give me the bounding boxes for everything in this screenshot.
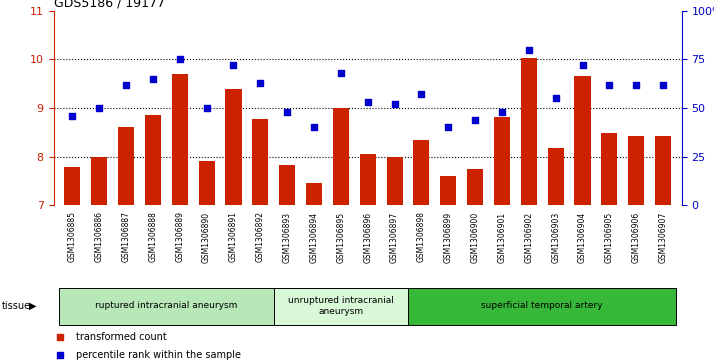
Point [54,352,66,358]
Point [147,76,159,82]
Text: GSM1306899: GSM1306899 [444,212,453,262]
Text: GSM1306904: GSM1306904 [578,212,587,263]
Text: GSM1306902: GSM1306902 [524,212,533,262]
Text: tissue: tissue [1,301,31,311]
Point [416,91,427,97]
Bar [333,108,349,205]
Point [469,117,481,123]
Point [523,47,535,53]
Text: GSM1306905: GSM1306905 [605,212,614,263]
Bar [145,115,161,205]
Bar [575,77,590,205]
Text: transformed count: transformed count [76,332,166,342]
Bar [59,288,273,325]
Point [201,105,212,111]
Bar [655,136,671,205]
Bar [226,89,241,205]
Text: GSM1306888: GSM1306888 [149,212,157,262]
Bar [413,139,429,205]
Bar [548,148,564,205]
Text: percentile rank within the sample: percentile rank within the sample [76,350,241,360]
Text: unruptured intracranial
aneurysm: unruptured intracranial aneurysm [288,296,394,315]
Text: GSM1306900: GSM1306900 [471,212,480,263]
Bar [494,117,510,205]
Text: GSM1306886: GSM1306886 [95,212,104,262]
Bar [601,133,618,205]
Point [281,109,293,115]
Bar [306,183,322,205]
Text: GSM1306890: GSM1306890 [202,212,211,262]
Text: GSM1306893: GSM1306893 [283,212,291,262]
Text: GSM1306885: GSM1306885 [68,212,77,262]
Point [54,334,66,340]
Text: GDS5186 / 19177: GDS5186 / 19177 [54,0,164,10]
Bar [91,156,107,205]
Bar [628,136,644,205]
Point [121,82,132,87]
Point [443,125,454,130]
Bar [360,154,376,205]
Text: superficial temporal artery: superficial temporal artery [481,301,603,310]
Text: GSM1306897: GSM1306897 [390,212,399,262]
Point [603,82,615,87]
Point [496,109,508,115]
Text: ruptured intracranial aneurysm: ruptured intracranial aneurysm [95,301,238,310]
Text: GSM1306903: GSM1306903 [551,212,560,263]
Text: GSM1306906: GSM1306906 [632,212,640,263]
Text: GSM1306889: GSM1306889 [175,212,184,262]
Bar [467,169,483,205]
Point [66,113,78,119]
Text: GSM1306895: GSM1306895 [336,212,346,262]
Text: GSM1306887: GSM1306887 [121,212,131,262]
Text: GSM1306907: GSM1306907 [658,212,668,263]
Point [362,99,373,105]
Bar [171,74,188,205]
Bar [252,119,268,205]
Bar [408,288,676,325]
Point [550,95,561,101]
Bar [279,165,295,205]
Point [94,105,105,111]
Text: GSM1306901: GSM1306901 [498,212,506,262]
Text: GSM1306894: GSM1306894 [309,212,318,262]
Text: GSM1306898: GSM1306898 [417,212,426,262]
Point [255,80,266,86]
Bar [198,162,215,205]
Point [174,57,186,62]
Text: GSM1306891: GSM1306891 [229,212,238,262]
Point [228,62,239,68]
Bar [441,176,456,205]
Bar [521,58,537,205]
Point [335,70,346,76]
Bar [118,127,134,205]
Point [577,62,588,68]
Point [630,82,642,87]
Point [308,125,320,130]
Point [658,82,669,87]
Bar [273,288,408,325]
Text: GSM1306896: GSM1306896 [363,212,372,262]
Bar [64,167,81,205]
Point [389,101,401,107]
Text: GSM1306892: GSM1306892 [256,212,265,262]
Text: ▶: ▶ [29,301,36,311]
Bar [386,156,403,205]
